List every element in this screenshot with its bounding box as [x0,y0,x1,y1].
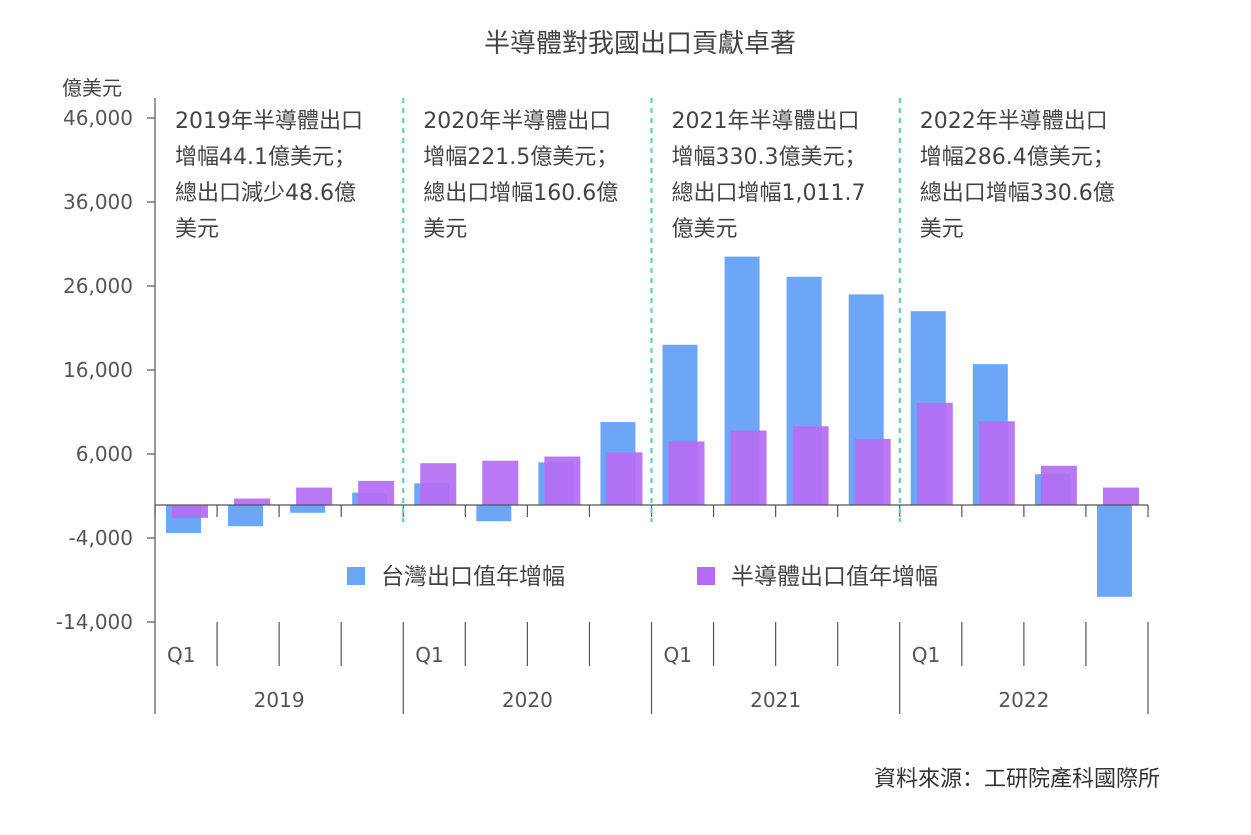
bar-semiconductor-export [978,421,1015,505]
annotation-text: 增幅286.4億美元； [920,145,1115,170]
y-tick-label: -14,000 [56,610,133,634]
quarter-label-q1: Q1 [415,643,443,667]
annotation-text: 2022年半導體出口 [920,109,1108,134]
y-axis-unit-label: 億美元 [62,76,122,100]
bar-semiconductor-export [420,463,457,505]
bar-semiconductor-export [172,505,208,518]
bar-semiconductor-export [730,430,767,505]
annotation-text: 美元 [175,217,219,242]
quarter-label-q1: Q1 [664,643,692,667]
quarter-label-q1: Q1 [167,643,195,667]
bar-semiconductor-export [482,460,519,505]
legend-semiconductor-export-label: 半導體出口值年增幅 [731,564,938,590]
bar-semiconductor-export [668,441,705,505]
annotation-text: 美元 [423,217,467,242]
y-tick-label: 16,000 [63,358,133,382]
annotation-text: 總出口減少48.6億 [175,181,356,206]
bar-semiconductor-export [792,426,829,505]
bar-taiwan-export [228,505,264,527]
year-label: 2019 [254,688,305,712]
year-label: 2022 [998,688,1049,712]
source-note: 資料來源：工研院產科國際所 [874,767,1160,792]
bar-taiwan-export [476,505,512,522]
quarter-label-q1: Q1 [912,643,940,667]
legend-semiconductor-export-swatch [697,567,715,585]
y-tick-label: 6,000 [76,442,133,466]
bar-semiconductor-export [606,452,643,505]
annotation-text: 總出口增幅1,011.7 [672,181,866,206]
legend-taiwan-export-label: 台灣出口值年增幅 [381,564,565,590]
annotation-text: 2021年半導體出口 [672,109,860,134]
bar-semiconductor-export [916,402,953,505]
y-tick-label: -4,000 [69,526,133,550]
annotation-text: 總出口增幅330.6億 [920,181,1115,206]
bar-semiconductor-export [1102,487,1139,505]
annotation-text: 增幅44.1億美元； [175,145,356,170]
bar-semiconductor-export [296,487,333,505]
legend-taiwan-export-swatch [347,567,365,585]
annotation-text: 億美元 [672,217,738,242]
annotation-text: 增幅221.5億美元； [423,145,618,170]
y-tick-label: 36,000 [63,190,133,214]
bar-taiwan-export [290,505,326,513]
bar-semiconductor-export [854,438,891,505]
year-label: 2020 [502,688,553,712]
year-label: 2021 [750,688,801,712]
annotation-text: 2020年半導體出口 [423,109,611,134]
chart-title: 半導體對我國出口貢獻卓著 [484,29,796,59]
bar-semiconductor-export [544,456,581,505]
annotation-text: 美元 [920,217,964,242]
y-tick-label: 26,000 [63,274,133,298]
y-tick-label: 46,000 [63,106,133,130]
bar-taiwan-export [1096,505,1132,597]
bar-semiconductor-export [358,480,395,505]
annotation-text: 總出口增幅160.6億 [423,181,618,206]
annotation-text: 增幅330.3億美元； [672,145,867,170]
annotation-text: 2019年半導體出口 [175,109,363,134]
bar-semiconductor-export [234,498,271,505]
bar-semiconductor-export [1040,465,1077,505]
